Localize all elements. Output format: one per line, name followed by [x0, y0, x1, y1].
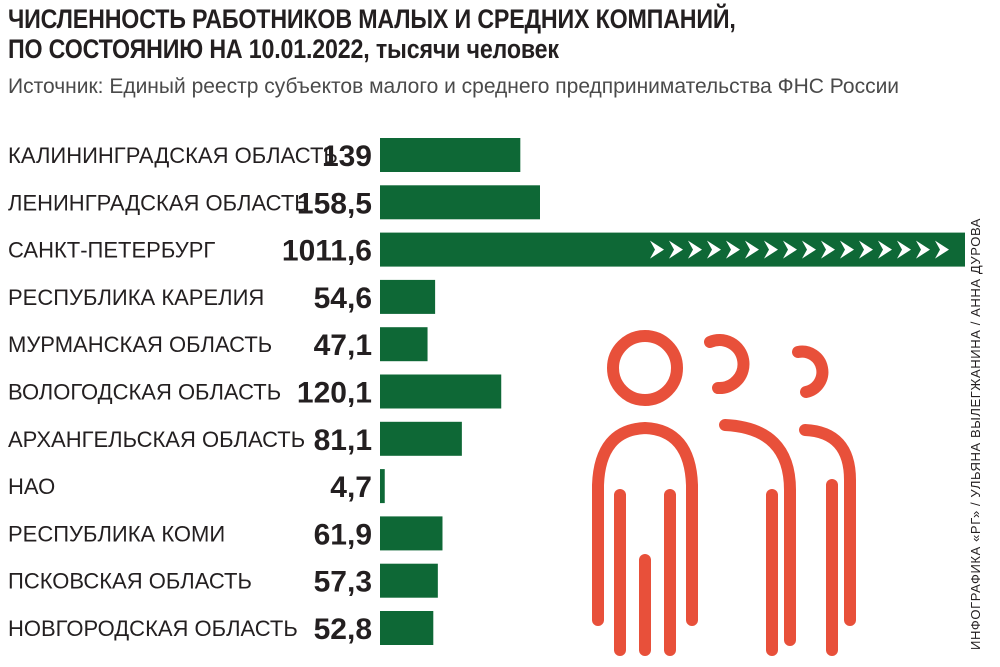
value-label: 57,3: [314, 566, 372, 599]
bar: [380, 611, 434, 645]
category-label: САНКТ-ПЕТЕРБУРГ: [8, 238, 215, 263]
value-label: 81,1: [314, 424, 372, 457]
value-label: 1011,6: [282, 235, 372, 268]
bar: [380, 232, 965, 267]
value-label: 52,8: [314, 613, 372, 646]
bar-continuation-arrows: [650, 240, 949, 259]
chart-title: ЧИСЛЕННОСТЬ РАБОТНИКОВ МАЛЫХ И СРЕДНИХ К…: [8, 4, 799, 64]
category-label: РЕСПУБЛИКА КАРЕЛИЯ: [8, 285, 264, 310]
value-label: 47,1: [314, 329, 372, 362]
chart-title-line-1: ЧИСЛЕННОСТЬ РАБОТНИКОВ МАЛЫХ И СРЕДНИХ К…: [8, 4, 736, 34]
value-label: 61,9: [314, 518, 372, 551]
chart-source: Источник: Единый реестр субъектов малого…: [8, 75, 900, 98]
category-label: КАЛИНИНГРАДСКАЯ ОБЛАСТЬ: [8, 143, 338, 168]
bar: [380, 185, 540, 220]
category-label: ПСКОВСКАЯ ОБЛАСТЬ: [8, 569, 252, 594]
category-label: РЕСПУБЛИКА КОМИ: [8, 521, 225, 546]
bar: [380, 421, 462, 456]
bar: [380, 469, 385, 504]
bar: [380, 327, 428, 362]
bar: [380, 563, 438, 598]
bar: [380, 279, 436, 314]
value-label: 54,6: [314, 282, 372, 315]
value-label: 4,7: [330, 471, 372, 504]
people-group-icon: [592, 330, 856, 656]
category-label: НАО: [8, 474, 55, 499]
bar: [380, 138, 521, 172]
bar: [380, 516, 443, 551]
category-label: АРХАНГЕЛЬСКАЯ ОБЛАСТЬ: [8, 427, 305, 452]
value-label: 158,5: [297, 187, 372, 220]
value-label: 120,1: [297, 377, 372, 410]
value-label: 139: [322, 140, 372, 173]
chart-title-line-2: ПО СОСТОЯНИЮ НА 10.01.2022, тысячи челов…: [8, 34, 559, 64]
bar: [380, 374, 502, 409]
category-label: ВОЛОГОДСКАЯ ОБЛАСТЬ: [8, 380, 281, 405]
category-label: НОВГОРОДСКАЯ ОБЛАСТЬ: [8, 616, 298, 641]
category-label: МУРМАНСКАЯ ОБЛАСТЬ: [8, 332, 272, 357]
category-label: ЛЕНИНГРАДСКАЯ ОБЛАСТЬ: [8, 190, 309, 215]
